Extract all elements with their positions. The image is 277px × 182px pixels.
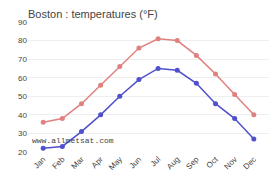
svg-text:Jun: Jun	[128, 155, 143, 170]
svg-text:80: 80	[18, 36, 27, 45]
svg-text:Nov: Nov	[222, 155, 238, 171]
svg-text:Feb: Feb	[50, 154, 67, 171]
svg-text:www.allmetsat.com: www.allmetsat.com	[32, 136, 114, 145]
svg-text:Aug: Aug	[165, 155, 181, 171]
svg-text:70: 70	[18, 55, 27, 64]
svg-text:Oct: Oct	[205, 154, 221, 170]
svg-text:Jan: Jan	[32, 155, 47, 170]
svg-text:60: 60	[18, 74, 27, 83]
svg-text:30: 30	[18, 129, 27, 138]
svg-text:40: 40	[18, 111, 27, 120]
svg-text:Mar: Mar	[70, 155, 86, 171]
svg-text:90: 90	[18, 18, 27, 27]
svg-text:May: May	[107, 155, 124, 172]
svg-text:50: 50	[18, 92, 27, 101]
svg-text:Sep: Sep	[184, 154, 201, 171]
svg-text:Boston : temperatures (°F): Boston : temperatures (°F)	[28, 8, 158, 20]
svg-text:Dec: Dec	[242, 155, 258, 171]
svg-text:20: 20	[18, 148, 27, 157]
svg-text:Apr: Apr	[90, 155, 105, 170]
svg-text:Jul: Jul	[149, 155, 163, 169]
